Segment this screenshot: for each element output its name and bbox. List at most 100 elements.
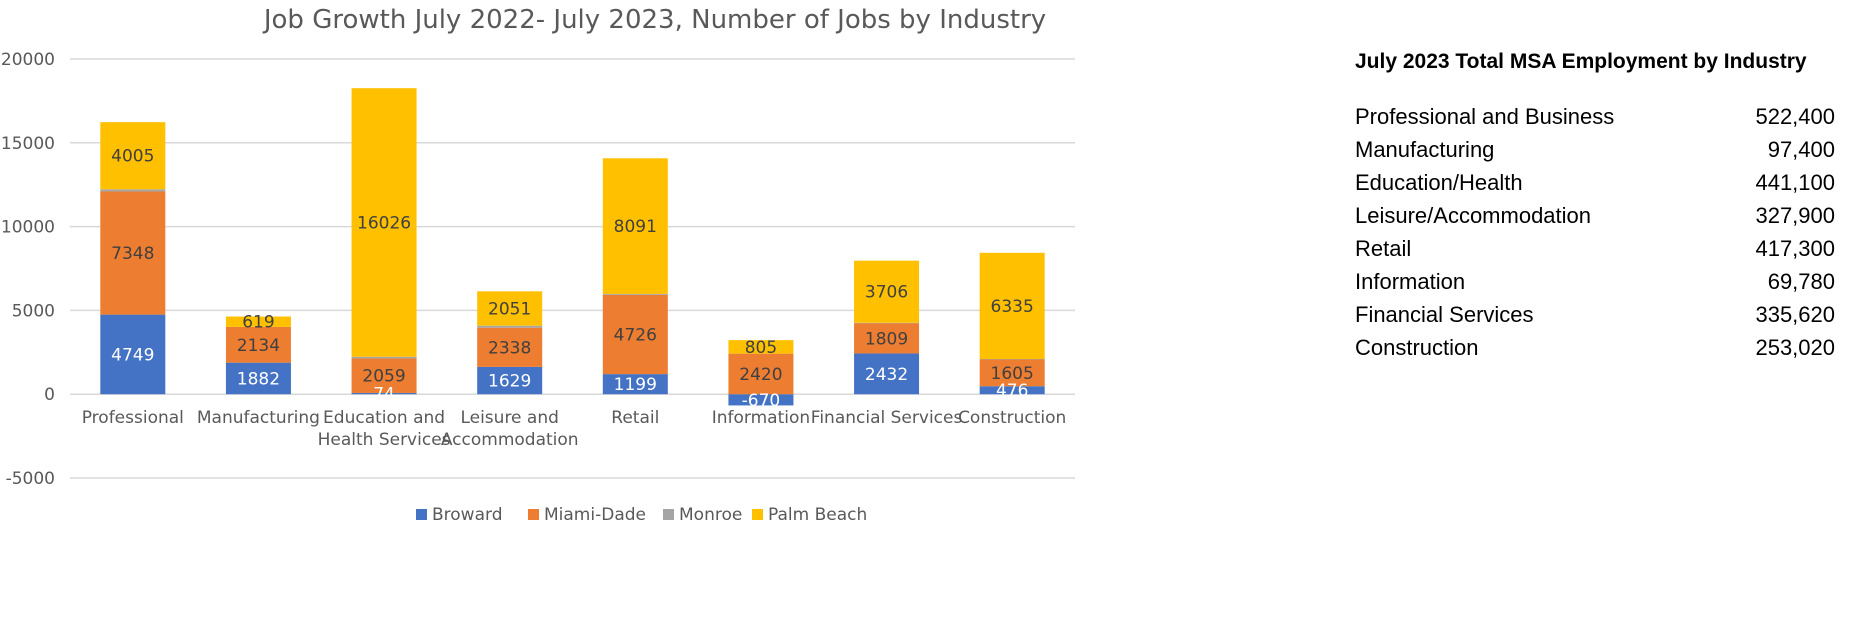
data-label: 1882 — [237, 369, 280, 389]
table-row: Retail 417,300 — [1355, 232, 1835, 265]
category-label: Health Services — [318, 430, 451, 450]
legend-label: Broward — [432, 505, 502, 525]
bar-monroe — [351, 356, 417, 359]
bar-miami-dade — [602, 294, 668, 375]
industry-name: Financial Services — [1355, 302, 1534, 327]
bar-palm-beach — [602, 158, 668, 294]
category-label: Financial Services — [811, 408, 963, 428]
industry-name: Leisure/Accommodation — [1355, 203, 1592, 228]
data-label: 2059 — [362, 367, 405, 387]
category-label: Accommodation — [441, 430, 579, 450]
data-label: 6335 — [991, 297, 1034, 317]
bar-palm-beach — [477, 291, 543, 326]
bar-broward — [728, 394, 794, 406]
data-label: 74 — [373, 385, 395, 405]
category-label: Education and — [323, 408, 445, 428]
industry-name: Information — [1355, 269, 1466, 294]
table-row: Education/Health 441,100 — [1355, 166, 1835, 199]
category-label: Manufacturing — [197, 408, 320, 428]
industry-name: Education/Health — [1355, 170, 1523, 195]
job-growth-chart: Job Growth July 2022- July 2023, Number … — [1, 5, 1075, 525]
employment-value: 335,620 — [1755, 302, 1835, 327]
bar-monroe — [477, 325, 543, 328]
table-row: Financial Services 335,620 — [1355, 298, 1835, 331]
table-rows: Professional and Business 522,400 Manufact… — [1355, 100, 1835, 364]
bar-broward — [225, 362, 291, 395]
legend-label: Miami-Dade — [544, 505, 646, 525]
chart-title: Job Growth July 2022- July 2023, Number … — [262, 5, 1046, 35]
data-label: 1629 — [488, 372, 531, 392]
industry-name: Construction — [1355, 335, 1479, 360]
bar-broward — [854, 353, 920, 395]
y-tick-label: -5000 — [6, 469, 55, 489]
data-label: 7348 — [111, 244, 154, 264]
data-label: 1809 — [865, 329, 908, 349]
data-label: 2338 — [488, 338, 531, 358]
industry-name: Manufacturing — [1355, 137, 1495, 162]
legend-swatch — [528, 509, 539, 520]
bar-monroe — [979, 358, 1045, 360]
employment-value: 522,400 — [1755, 104, 1835, 129]
bar-miami-dade — [351, 358, 417, 393]
table-row: Professional and Business 522,400 — [1355, 100, 1835, 133]
employment-value: 253,020 — [1755, 335, 1835, 360]
employment-value: 327,900 — [1755, 203, 1835, 228]
data-label: 4749 — [111, 345, 154, 365]
data-label: 16026 — [357, 213, 411, 233]
y-axis-ticks: 20000 15000 10000 5000 0 -5000 — [1, 50, 55, 489]
bar-palm-beach — [728, 340, 794, 354]
category-label: Leisure and — [460, 408, 558, 428]
x-axis-categories: Professional Manufacturing Education andHe… — [82, 408, 1067, 450]
y-tick-label: 20000 — [1, 50, 55, 70]
bar-miami-dade — [225, 326, 291, 363]
data-label: 619 — [242, 313, 274, 333]
bar-broward — [602, 374, 668, 395]
category-label: Retail — [611, 408, 659, 428]
legend-label: Monroe — [679, 505, 742, 525]
data-label: -670 — [742, 391, 781, 411]
category-label: Professional — [82, 408, 184, 428]
bars — [100, 88, 1045, 406]
data-label: 2420 — [739, 365, 782, 385]
data-label: 3706 — [865, 283, 908, 303]
table-row: Manufacturing 97,400 — [1355, 133, 1835, 166]
employment-value: 97,400 — [1767, 137, 1835, 162]
bar-broward — [979, 386, 1045, 395]
y-tick-label: 15000 — [1, 134, 55, 154]
legend-swatch — [416, 509, 427, 520]
bar-palm-beach — [351, 88, 417, 357]
data-label: 476 — [996, 381, 1028, 401]
table-row: Construction 253,020 — [1355, 331, 1835, 364]
bar-miami-dade — [979, 359, 1045, 387]
employment-value: 69,780 — [1767, 269, 1835, 294]
bar-broward — [100, 314, 166, 395]
data-label: 4005 — [111, 147, 154, 167]
bar-broward — [351, 392, 417, 395]
employment-value: 441,100 — [1755, 170, 1835, 195]
data-label: 2432 — [865, 365, 908, 385]
data-label: 805 — [745, 338, 777, 358]
industry-name: Professional and Business — [1355, 104, 1615, 129]
data-label: 8091 — [614, 217, 657, 237]
bar-broward — [477, 366, 543, 395]
data-label: 4726 — [614, 326, 657, 346]
bar-monroe — [854, 322, 920, 324]
y-tick-label: 5000 — [12, 301, 55, 321]
legend-label: Palm Beach — [768, 505, 867, 525]
legend-swatch — [663, 509, 674, 520]
bar-miami-dade — [100, 191, 166, 315]
data-label: 1605 — [991, 364, 1034, 384]
category-label: Construction — [958, 408, 1066, 428]
data-label: 2051 — [488, 300, 531, 320]
legend: Broward Miami-Dade Monroe Palm Beach — [416, 505, 867, 525]
category-label: Information — [712, 408, 810, 428]
bar-palm-beach — [979, 252, 1045, 359]
bar-palm-beach — [225, 316, 291, 327]
employment-table: July 2023 Total MSA Employment by Indust… — [1355, 50, 1835, 364]
bar-palm-beach — [854, 260, 920, 323]
data-label: 1199 — [614, 375, 657, 395]
y-tick-label: 10000 — [1, 218, 55, 238]
bar-miami-dade — [854, 323, 920, 354]
table-row: Leisure/Accommodation 327,900 — [1355, 199, 1835, 232]
table-title: July 2023 Total MSA Employment by Indust… — [1355, 50, 1807, 73]
